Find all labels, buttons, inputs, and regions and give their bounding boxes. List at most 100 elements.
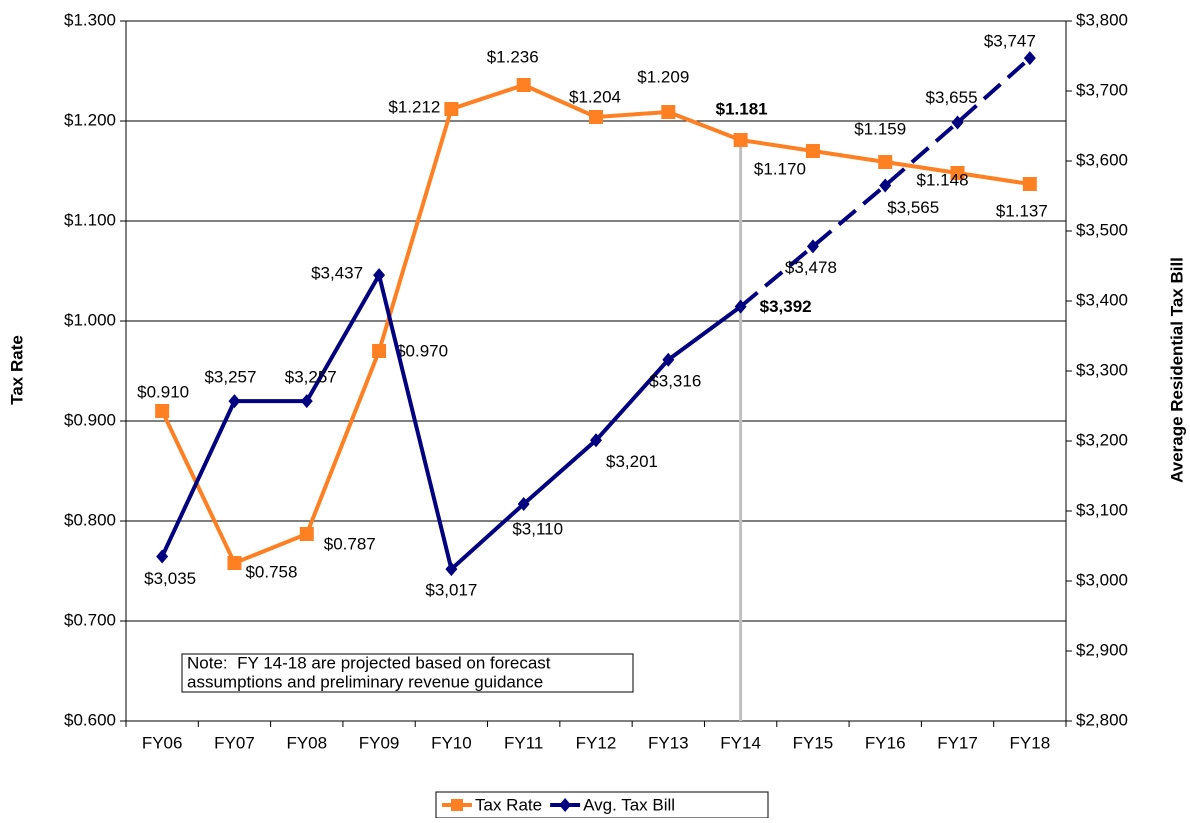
tax-rate-marker: [733, 133, 748, 147]
value-label: $1.209: [637, 67, 689, 86]
tax-rate-marker: [516, 78, 531, 92]
y2-tick-label: $3,300: [1076, 360, 1128, 379]
x-tick-label: FY08: [286, 733, 327, 752]
x-tick-label: FY11: [504, 733, 543, 752]
y2-tick-label: $2,800: [1076, 710, 1128, 729]
x-tick-label: FY10: [431, 733, 472, 752]
value-label: $3,110: [512, 519, 563, 538]
value-label: $3,257: [204, 368, 256, 387]
legend-label: Avg. Tax Bill: [583, 795, 675, 814]
y2-tick-label: $3,800: [1076, 10, 1128, 29]
y2-axis-title: Average Residential Tax Bill: [1167, 257, 1186, 483]
tax-rate-marker: [227, 556, 242, 570]
tax-bill-marker: [1023, 51, 1036, 66]
tax-bill-line: [160, 269, 742, 573]
value-label: $3,035: [144, 569, 196, 588]
tax-rate-marker: [1022, 177, 1037, 191]
value-label: $0.758: [245, 562, 297, 581]
tax-rate-marker: [805, 144, 820, 158]
tax-rate-marker: [878, 155, 893, 169]
legend: Tax Rate Avg. Tax Bill: [435, 791, 769, 819]
value-label: $3,257: [285, 368, 337, 387]
value-label: $3,437: [311, 264, 363, 283]
value-label: $3,201: [606, 452, 658, 471]
y2-tick-label: $2,900: [1076, 640, 1128, 659]
tax-bill-marker: [517, 497, 530, 511]
y-tick-label: $0.800: [64, 510, 116, 529]
tax-rate-marker: [444, 102, 459, 116]
tax-bill-marker: [734, 299, 747, 314]
value-label: $3,017: [425, 581, 477, 600]
y-tick-label: $0.700: [64, 610, 116, 629]
tax-bill-marker: [951, 115, 964, 130]
x-tick-label: FY07: [214, 733, 255, 752]
tax-bill-marker: [806, 239, 819, 254]
y-axis-title: Tax Rate: [7, 335, 26, 405]
note-box: [181, 653, 634, 693]
value-label: $3,655: [926, 88, 978, 107]
tax-bill-marker: [300, 394, 313, 409]
y2-tick-label: $3,600: [1076, 150, 1128, 169]
note-text: assumptions and preliminary revenue guid…: [187, 672, 543, 691]
y2-tick-label: $3,200: [1076, 430, 1128, 449]
x-tick-label: FY13: [648, 733, 689, 752]
y2-tick-label: $3,400: [1076, 290, 1128, 309]
value-label: $3,565: [887, 198, 939, 217]
y2-tick-label: $3,500: [1076, 220, 1128, 239]
x-tick-label: FY06: [142, 733, 183, 752]
y2-tick-label: $3,000: [1076, 570, 1128, 589]
x-tick-label: FY12: [576, 733, 617, 752]
y-tick-label: $1.000: [64, 310, 116, 329]
legend-box: [435, 791, 769, 819]
y-tick-label: $0.900: [64, 410, 116, 429]
x-tick-label: FY15: [793, 733, 834, 752]
value-label: $1.212: [388, 97, 440, 116]
value-label: $3,392: [760, 297, 812, 316]
note: Note: FY 14-18 are projected based on fo…: [181, 653, 634, 693]
legend-label: Tax Rate: [475, 795, 542, 814]
x-tick-label: FY09: [359, 733, 400, 752]
value-label: $3,478: [785, 258, 837, 277]
x-tick-label: FY14: [720, 733, 761, 752]
value-label: $3,747: [984, 32, 1036, 51]
value-label: $1.148: [917, 170, 969, 189]
x-tick-label: FY16: [865, 733, 906, 752]
value-label: $1.137: [996, 201, 1048, 220]
note-text: Note: FY 14-18 are projected based on fo…: [187, 653, 551, 672]
tax-bill-marker: [228, 394, 241, 409]
value-label: $1.181: [716, 99, 768, 118]
y2-tick-label: $3,100: [1076, 500, 1128, 519]
value-label: $3,316: [649, 371, 701, 390]
x-tick-label: FY18: [1010, 733, 1051, 752]
tax-bill-marker: [373, 268, 386, 283]
value-label: $0.787: [324, 534, 376, 553]
value-label: $1.159: [854, 119, 906, 138]
value-label: $1.236: [487, 47, 539, 66]
y-tick-label: $1.200: [64, 110, 116, 129]
tax-rate-marker: [589, 110, 603, 124]
tax-bill-marker: [879, 178, 892, 193]
tax-rate-marker: [661, 105, 676, 119]
tax-bill-marker: [445, 562, 458, 577]
value-label: $0.910: [137, 382, 189, 401]
legend-marker: [451, 799, 463, 811]
tax-rate-marker: [372, 344, 387, 358]
y-tick-label: $1.300: [64, 10, 116, 29]
tax-bill-marker: [156, 549, 169, 564]
value-label: $0.970: [396, 341, 448, 360]
value-label: $1.170: [754, 159, 806, 178]
x-tick-label: FY17: [937, 733, 978, 752]
y-tick-label: $0.600: [64, 710, 116, 729]
y2-tick-label: $3,700: [1076, 80, 1128, 99]
y-tick-label: $1.100: [64, 210, 116, 229]
tax-rate-marker: [299, 527, 314, 541]
value-label: $1.204: [569, 87, 621, 106]
tax-bill-marker: [590, 433, 602, 448]
tax-bill-marker: [662, 352, 675, 367]
legend-marker: [559, 798, 572, 812]
tax-rate-line: [160, 82, 1031, 566]
tax-rate-marker: [950, 166, 965, 180]
tax-rate-marker: [155, 404, 170, 418]
